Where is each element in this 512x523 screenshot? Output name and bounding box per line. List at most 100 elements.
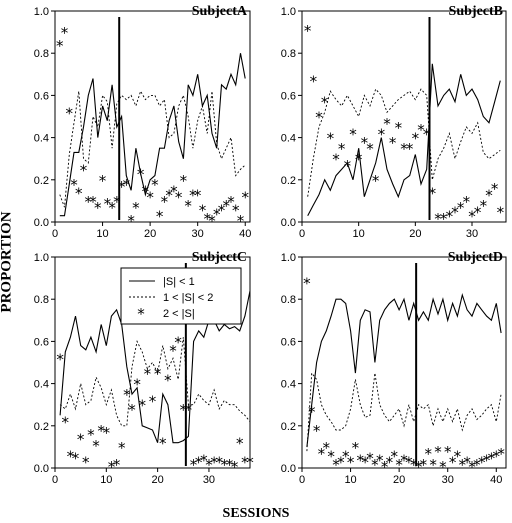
- subjectd-series-gt2-point: *: [488, 449, 496, 467]
- subjectb-series-gt2-point: *: [480, 197, 488, 215]
- subjectc-series-gt2-point: *: [236, 435, 244, 453]
- subjectc-series-gt2-point: *: [149, 392, 157, 410]
- subjectc-xtick-label: 10: [100, 474, 112, 486]
- subjectd-series-gt2-point: *: [395, 456, 403, 474]
- subjectd-series-gt2-point: *: [425, 445, 433, 463]
- subjectd-series-gt2-point: *: [352, 439, 360, 457]
- subjectb-series-gt2-point: *: [383, 115, 391, 133]
- subjectc-ytick-label: 1.0: [34, 252, 49, 264]
- subjecta-xtick-label: 0: [52, 228, 58, 240]
- subjectb-xtick-label: 30: [466, 228, 478, 240]
- subjectc-ytick-label: 0.6: [34, 336, 49, 348]
- subjectb-series-1to2-line: [307, 88, 501, 197]
- subjectd-series-gt2-point: *: [361, 454, 369, 472]
- subjectc-series-gt2-point: *: [246, 454, 254, 472]
- subjecta-series-gt2-point: *: [237, 212, 245, 230]
- subjectb-series-gt2-point: *: [468, 208, 476, 226]
- subjectb-ytick-label: 0.4: [281, 133, 296, 145]
- subjectb-series-gt2-point: *: [372, 172, 380, 190]
- subjecta-series-gt2-point: *: [175, 189, 183, 207]
- subjectc-series-gt2-point: *: [180, 401, 188, 419]
- legend-entry-label: 2 < |S|: [163, 308, 195, 320]
- subjectd-series-gt2-point: *: [327, 447, 335, 465]
- subjecta-series-gt2-point: *: [104, 195, 112, 213]
- subjectc-ytick-label: 0.8: [34, 294, 49, 306]
- subjectd-series-gt2-point: *: [454, 447, 462, 465]
- subjectc-series-gt2-point: *: [87, 426, 95, 444]
- subjecta-title: SubjectA: [192, 4, 248, 19]
- subjectb-series-gt2-point: *: [361, 134, 369, 152]
- subjecta-series-gt2-point: *: [165, 187, 173, 205]
- subjectb-series-gt2-point: *: [332, 151, 340, 169]
- subjectb-series-gt2-point: *: [355, 151, 363, 169]
- y-axis-label: PROPORTION: [0, 211, 15, 313]
- subjectd-ytick-label: 0.6: [281, 336, 296, 348]
- subjecta-series-gt2-point: *: [66, 104, 74, 122]
- subjectd-series-gt2-point: *: [449, 454, 457, 472]
- subjectc-xtick-label: 0: [52, 474, 58, 486]
- subjectd-series-gt2-point: *: [303, 274, 311, 292]
- subjectb-series-gt2-point: *: [344, 157, 352, 175]
- subjecta-series-gt2-point: *: [56, 37, 64, 55]
- subjectb-xtick-label: 10: [353, 228, 365, 240]
- subjectd-series-gt2-point: *: [444, 443, 452, 461]
- subjecta-series-gt2-point: *: [218, 201, 226, 219]
- subjectc-series-gt2-point: *: [92, 437, 100, 455]
- subjectd-series-gt2-point: *: [318, 445, 326, 463]
- subjectd-series-gt2-point: *: [483, 452, 491, 470]
- subjectd-xtick-label: 30: [442, 474, 454, 486]
- subjectb-series-gt2-point: *: [440, 210, 448, 228]
- subjectd-frame: [301, 256, 507, 469]
- subjectc-ytick-label: 0.0: [34, 463, 49, 475]
- subjectd-series-gt2-point: *: [308, 403, 316, 421]
- subjectb-series-gt2-point: *: [395, 119, 403, 137]
- subjectd-series-gt2-point: *: [323, 439, 331, 457]
- subjecta-series-gt2-point: *: [123, 176, 131, 194]
- subjectd-series-lt1-line: [306, 292, 502, 447]
- subjecta-frame: [54, 10, 251, 223]
- subjectd-series-gt2-point: *: [400, 452, 408, 470]
- subjectb-series-gt2-point: *: [310, 73, 318, 91]
- subjectc-series-gt2-point: *: [195, 454, 203, 472]
- subjecta-ytick-label: 0.0: [34, 217, 49, 229]
- subjecta-ytick-label: 0.4: [34, 133, 49, 145]
- subjectd-ytick-label: 0.4: [281, 379, 296, 391]
- subjecta-series-gt2-point: *: [85, 193, 93, 211]
- subjecta-series-gt2-point: *: [132, 199, 140, 217]
- subjectb-series-gt2-point: *: [389, 134, 397, 152]
- subjectc-series-gt2-point: *: [164, 371, 172, 389]
- subjectc-series-gt2-point: *: [138, 397, 146, 415]
- subjectd-series-gt2-point: *: [386, 454, 394, 472]
- subjectc-series-gt2-point: *: [221, 456, 229, 474]
- subjectb-frame: [301, 10, 507, 223]
- subjectb-series-gt2-point: *: [451, 203, 459, 221]
- subjectc-series-gt2-point: *: [77, 430, 85, 448]
- subjectc-series-gt2-point: *: [128, 401, 136, 419]
- subjectc-series-1to2-line: [59, 337, 251, 427]
- subjecta-series-gt2-point: *: [142, 182, 150, 200]
- subjecta-series-gt2-point: *: [127, 212, 135, 230]
- subjecta-xtick-label: 40: [239, 228, 251, 240]
- subjectb-xtick-label: 0: [299, 228, 305, 240]
- subjectb-series-gt2-point: *: [417, 121, 425, 139]
- subjectd-series-gt2-point: *: [313, 422, 321, 440]
- subjectd-series-gt2-point: *: [410, 456, 418, 474]
- subjectc-series-gt2-point: *: [67, 447, 75, 465]
- subjectd-series-gt2-point: *: [391, 447, 399, 465]
- legend-entry-label: |S| < 1: [163, 276, 195, 288]
- legend-entry-label: 1 < |S| < 2: [163, 292, 213, 304]
- subjecta-ytick-label: 1.0: [34, 6, 49, 18]
- subjectd-series-gt2-point: *: [493, 447, 501, 465]
- subjectd-series-gt2-point: *: [429, 456, 437, 474]
- subjecta-series-gt2-point: *: [89, 193, 97, 211]
- subjectc-series-gt2-point: *: [118, 439, 126, 457]
- subjectb-title: SubjectB: [449, 4, 503, 19]
- subjecta-series-gt2-point: *: [146, 189, 154, 207]
- subjecta-series-lt1-line: [59, 53, 246, 217]
- subjectd-series-gt2-point: *: [497, 445, 505, 463]
- subjecta-series-gt2-point: *: [213, 206, 221, 224]
- subjectd-ytick-label: 0.2: [281, 421, 296, 433]
- subjecta-series-gt2-point: *: [208, 212, 216, 230]
- subjectc-series-gt2-point: *: [169, 342, 177, 360]
